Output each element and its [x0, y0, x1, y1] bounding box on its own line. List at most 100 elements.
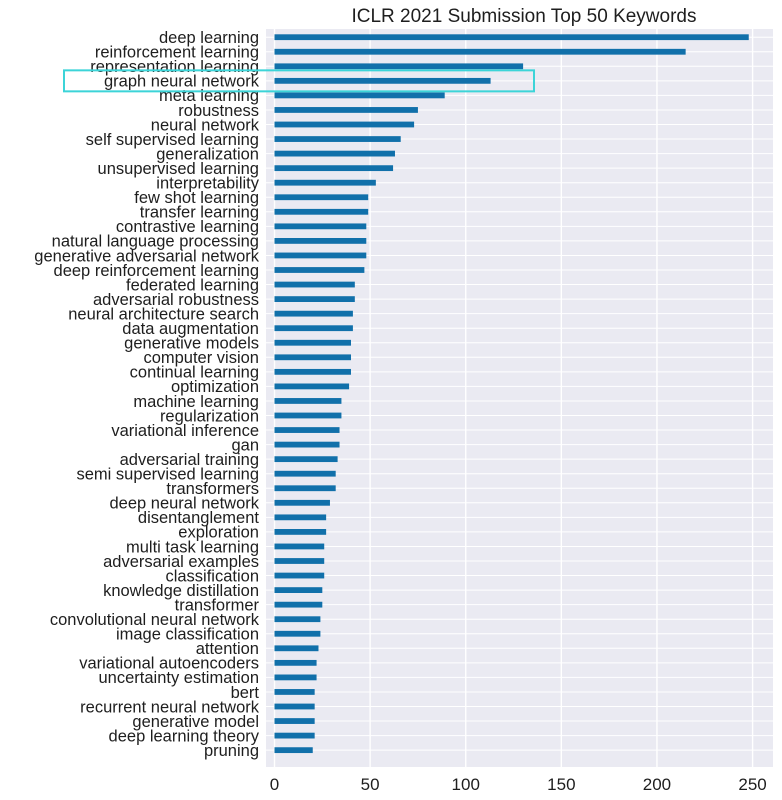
y-tick-label: representation learning: [90, 58, 259, 76]
y-tick-label: multi task learning: [126, 538, 259, 556]
y-tick-label: recurrent neural network: [80, 698, 260, 716]
y-tick-label: convolutional neural network: [50, 611, 260, 629]
y-tick-label: adversarial examples: [103, 553, 259, 571]
bars: [274, 34, 749, 754]
bar: [274, 689, 315, 695]
bar: [274, 252, 367, 259]
bar: [274, 398, 342, 404]
bar: [274, 427, 340, 433]
chart-title: ICLR 2021 Submission Top 50 Keywords: [351, 6, 696, 27]
bar: [274, 587, 323, 593]
bar: [274, 456, 338, 463]
y-tick-label: generative adversarial network: [34, 247, 259, 265]
y-tick-label: few shot learning: [134, 189, 259, 207]
bar: [274, 310, 353, 317]
bar: [274, 34, 749, 41]
y-tick-label: deep neural network: [109, 495, 259, 513]
y-tick-label: adversarial robustness: [93, 291, 259, 309]
bar: [274, 718, 315, 724]
bar: [274, 368, 351, 375]
bar: [274, 630, 321, 637]
bar: [274, 659, 317, 666]
x-tick-label: 50: [361, 775, 380, 794]
bar: [274, 645, 319, 652]
bar: [274, 281, 355, 288]
y-tick-label: federated learning: [126, 276, 259, 294]
bar: [274, 543, 325, 550]
y-tick-label: adversarial training: [120, 451, 259, 469]
y-tick-label: attention: [196, 640, 259, 658]
bar: [274, 165, 394, 172]
y-tick-label: neural architecture search: [68, 305, 259, 323]
bar: [274, 732, 315, 739]
bar: [274, 136, 401, 142]
bar: [274, 674, 317, 681]
y-tick-label: deep learning theory: [109, 727, 260, 745]
y-tick-label: disentanglement: [138, 509, 259, 527]
bar: [274, 208, 369, 215]
y-tick-label: regularization: [160, 407, 259, 425]
bar: [274, 383, 350, 390]
bar: [274, 470, 336, 477]
y-tick-label: image classification: [116, 626, 259, 644]
y-tick-label: interpretability: [156, 175, 259, 193]
y-tick-label: continual learning: [130, 364, 259, 382]
y-tick-label: transformers: [166, 480, 259, 498]
bar: [274, 499, 330, 506]
x-tick-label: 250: [738, 775, 766, 794]
y-tick-label: reinforcement learning: [95, 44, 259, 62]
y-tick-label: robustness: [178, 102, 259, 120]
y-tick-label: deep reinforcement learning: [54, 262, 259, 280]
y-tick-label: variational inference: [111, 422, 259, 440]
bar: [274, 77, 491, 84]
y-tick-label: transfer learning: [140, 204, 259, 222]
y-tick-label: unsupervised learning: [98, 160, 259, 178]
y-tick-label: gan: [231, 436, 259, 454]
bar: [274, 572, 325, 579]
y-tick-label: graph neural network: [104, 73, 260, 91]
bar: [274, 514, 327, 521]
x-tick-label: 200: [643, 775, 671, 794]
y-tick-label: natural language processing: [52, 233, 259, 251]
bar: [274, 63, 524, 70]
y-tick-label: pruning: [204, 742, 259, 760]
bar: [274, 150, 395, 157]
bar: [274, 601, 323, 608]
y-tick-label: generative model: [132, 713, 259, 731]
y-tick-label: generative models: [124, 335, 259, 353]
bar: [274, 121, 415, 128]
y-tick-label: contrastive learning: [116, 218, 259, 236]
y-tick-label: deep learning: [159, 29, 259, 47]
bar: [274, 703, 315, 710]
bar: [274, 485, 336, 492]
y-tick-label: exploration: [178, 524, 259, 542]
bar: [274, 92, 445, 99]
x-tick-label: 150: [547, 775, 575, 794]
bar: [274, 223, 367, 230]
y-tick-label: neural network: [151, 116, 260, 134]
y-tick-label: machine learning: [133, 393, 259, 411]
y-tick-label: variational autoencoders: [79, 655, 259, 673]
y-tick-label: data augmentation: [122, 320, 259, 338]
y-tick-label: semi supervised learning: [76, 466, 259, 484]
bar: [274, 354, 351, 361]
y-tick-label: uncertainty estimation: [99, 669, 260, 687]
y-tick-label: computer vision: [143, 349, 259, 367]
bar: [274, 325, 353, 332]
bar: [274, 747, 313, 754]
bar: [274, 48, 686, 55]
y-tick-label: classification: [165, 567, 259, 585]
bar: [274, 194, 369, 201]
x-tick-labels: 0 50 100 150 200 250: [270, 775, 767, 794]
x-tick-label: 0: [270, 775, 279, 794]
y-tick-label: generalization: [156, 145, 259, 163]
bar: [274, 296, 355, 302]
bar: [274, 267, 365, 273]
y-tick-label: knowledge distillation: [103, 582, 259, 600]
y-tick-label: transformer: [175, 596, 260, 614]
bar: [274, 616, 321, 623]
x-tick-label: 100: [452, 775, 480, 794]
bar: [274, 441, 340, 448]
